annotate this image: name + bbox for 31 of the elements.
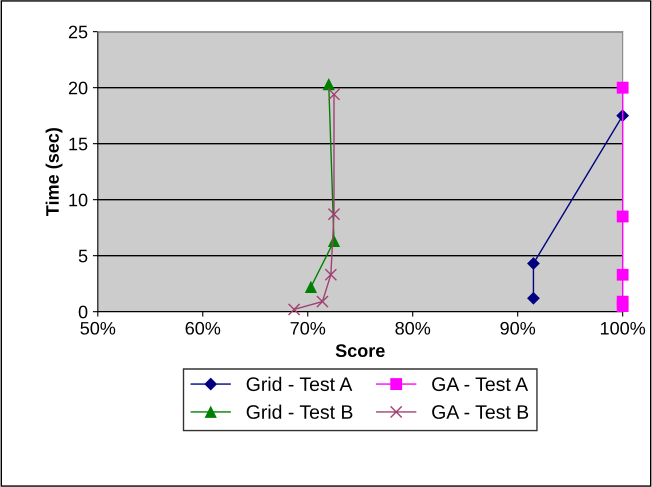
- point: [328, 88, 340, 101]
- point: [304, 281, 317, 293]
- x-tick-label: 80%: [395, 322, 430, 335]
- point: [288, 303, 300, 316]
- legend-label: Grid - Test B: [246, 404, 352, 419]
- point: [527, 292, 540, 304]
- point: [527, 257, 540, 270]
- y-tick-label: 5: [78, 250, 88, 262]
- point: [616, 210, 629, 222]
- x-tick-label: 90%: [500, 322, 536, 335]
- point: [616, 82, 629, 94]
- x-tick-label: 50%: [80, 322, 116, 335]
- legend-label: GA - Test B: [432, 405, 528, 419]
- x-axis-title: Score: [336, 344, 385, 358]
- y-tick-label: 15: [69, 138, 88, 150]
- legend-label: GA - Test A: [432, 377, 528, 392]
- x-tick-label: 60%: [186, 322, 220, 335]
- point: [616, 296, 629, 308]
- y-tick-label: 20: [68, 82, 88, 94]
- point: [316, 295, 329, 308]
- y-axis-title: Time (sec): [46, 128, 62, 216]
- legend-label: Grid - Test A: [246, 376, 352, 392]
- point: [616, 268, 629, 281]
- y-tick-label: 0: [78, 306, 88, 318]
- point: [328, 208, 340, 220]
- x-tick-label: 100%: [600, 322, 646, 335]
- point: [322, 78, 335, 90]
- point: [324, 268, 338, 281]
- y-tick-label: 10: [69, 194, 88, 206]
- x-tick-label: 70%: [290, 322, 326, 335]
- y-tick-label: 25: [68, 26, 88, 38]
